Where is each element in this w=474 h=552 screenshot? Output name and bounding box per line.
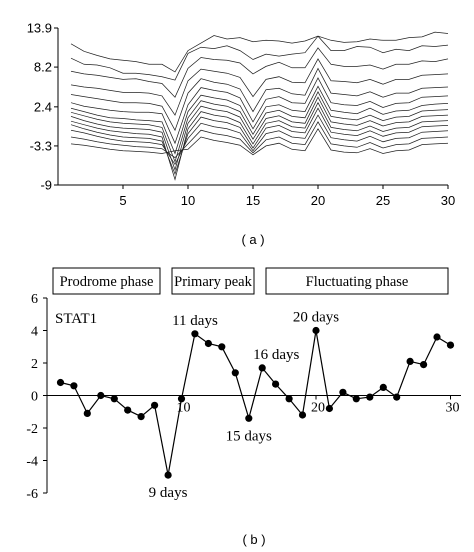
panel-a-series-line-7 xyxy=(70,85,449,155)
panel-a-series-line-2 xyxy=(70,35,449,81)
panel-b-x-tick-label: 30 xyxy=(446,401,460,416)
phase-box-3 xyxy=(265,267,449,295)
panel-a-series-line-1 xyxy=(70,31,449,73)
panel-a-series-group xyxy=(70,31,449,181)
panel-b-y-tick-label: -2 xyxy=(26,422,38,437)
panel-a-x-tick-label: 5 xyxy=(119,193,126,208)
stat1-point xyxy=(56,378,65,387)
panel-b-phase-boxes: Prodrome phase Primary peak Fluctuating ph… xyxy=(52,267,449,295)
stat1-point xyxy=(393,393,401,401)
panel-a-caption: ( a ) xyxy=(241,232,264,247)
panel-a-series-line-12 xyxy=(70,114,449,166)
panel-a: 13.9 8.2 2.4 -3.3 -9 5 10 15 20 25 30 ( a ) xyxy=(27,21,456,248)
panel-a-y-tick-label: 8.2 xyxy=(34,60,52,75)
stat1-point xyxy=(298,411,307,419)
stat1-point xyxy=(177,395,186,403)
stat1-point xyxy=(191,330,199,338)
stat1-point xyxy=(83,409,91,417)
panel-b-y-tick-label: -4 xyxy=(26,455,38,470)
panel-b: Prodrome phase Primary peak Fluctuating ph… xyxy=(26,267,461,547)
panel-a-series-line-6 xyxy=(70,77,449,145)
stat1-point xyxy=(245,414,253,422)
panel-a-y-tick-label: 2.4 xyxy=(34,99,52,114)
panel-b-y-tick-label: 4 xyxy=(31,325,38,340)
panel-a-x-tick-label: 10 xyxy=(181,193,195,208)
panel-b-x-ticks: 10 20 30 xyxy=(177,395,460,416)
stat1-point xyxy=(258,364,266,372)
phase-box-1 xyxy=(52,267,161,295)
stat1-point xyxy=(231,369,239,377)
panel-b-series-label: STAT1 xyxy=(55,311,97,327)
panel-b-series xyxy=(56,326,455,479)
panel-a-series-line-5 xyxy=(70,67,449,132)
stat1-point xyxy=(312,326,320,335)
panel-a-series-line-10 xyxy=(70,101,449,181)
panel-a-x-tick-label: 20 xyxy=(311,193,325,208)
panel-a-series-line-3 xyxy=(70,47,449,98)
stat1-point xyxy=(352,395,360,403)
panel-a-series-line-14 xyxy=(70,128,449,156)
panel-a-series-line-11 xyxy=(70,107,449,176)
panel-b-y-tick-label: 2 xyxy=(31,357,38,372)
stat1-point xyxy=(218,343,226,351)
panel-a-y-tick-label: -9 xyxy=(40,178,52,193)
panel-b-x-tick-label: 20 xyxy=(311,401,325,416)
panel-a-x-tick-label: 30 xyxy=(441,193,455,208)
panel-a-series-line-8 xyxy=(70,90,449,163)
panel-a-y-tick-label: 13.9 xyxy=(27,21,52,36)
stat1-point xyxy=(272,380,280,388)
stat1-point xyxy=(151,401,159,409)
stat1-point xyxy=(285,395,293,403)
stat1-point xyxy=(446,341,455,349)
panel-a-y-ticks: 13.9 8.2 2.4 -3.3 -9 xyxy=(27,21,58,193)
stat1-point xyxy=(406,357,414,365)
stat1-point xyxy=(97,391,105,400)
stat1-point xyxy=(366,393,374,401)
annotation-label: 11 days xyxy=(172,313,218,329)
stat1-point xyxy=(339,388,347,396)
panel-b-y-tick-label: 6 xyxy=(31,292,38,307)
panel-a-x-ticks: 5 10 15 20 25 30 xyxy=(119,185,455,208)
stat1-point xyxy=(70,382,78,390)
panel-a-series-line-13 xyxy=(70,121,449,159)
annotation-label: 15 days xyxy=(226,428,272,444)
stat1-point xyxy=(137,413,145,421)
phase-label-1: Prodrome phase xyxy=(60,274,154,290)
annotation-label: 9 days xyxy=(149,485,188,501)
phase-label-3: Fluctuating phase xyxy=(306,274,409,290)
panel-a-x-tick-label: 25 xyxy=(376,193,390,208)
stat1-point xyxy=(110,395,118,403)
panel-b-y-ticks: 6 4 2 0 -2 -4 -6 xyxy=(26,292,47,502)
panel-b-y-tick-label: -6 xyxy=(26,487,38,502)
stat1-point xyxy=(379,383,387,391)
stat1-point xyxy=(420,361,428,369)
annotation-label: 20 days xyxy=(293,310,339,326)
panel-b-caption: ( b ) xyxy=(242,532,265,547)
panel-a-x-tick-label: 15 xyxy=(246,193,260,208)
panel-b-y-tick-label: 0 xyxy=(31,390,38,405)
stat1-point xyxy=(124,406,132,414)
panel-a-series-line-9 xyxy=(70,96,449,172)
phase-label-2: Primary peak xyxy=(174,274,252,290)
stat1-point xyxy=(164,471,172,479)
stat1-point xyxy=(325,404,333,413)
stat1-point xyxy=(204,339,212,348)
panel-a-series-line-4 xyxy=(70,58,449,116)
stat1-point xyxy=(433,333,441,341)
panel-b-annotations: 9 days 11 days 15 days 16 days 20 days xyxy=(149,310,340,502)
annotation-label: 16 days xyxy=(253,347,299,363)
phase-box-2 xyxy=(171,267,255,295)
panel-a-y-tick-label: -3.3 xyxy=(30,138,52,153)
